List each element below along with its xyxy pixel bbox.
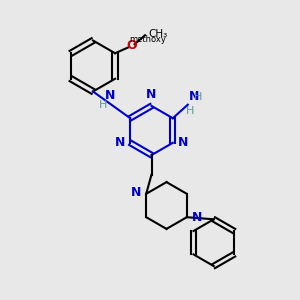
Text: N: N (146, 88, 157, 101)
Text: O: O (126, 39, 137, 52)
Text: H: H (99, 100, 107, 110)
Text: N: N (105, 89, 115, 102)
Text: H: H (194, 92, 202, 102)
Text: H: H (186, 106, 194, 116)
Text: methoxy: methoxy (130, 35, 166, 44)
Text: CH₃: CH₃ (149, 29, 168, 39)
Text: N: N (130, 186, 141, 199)
Text: N: N (178, 136, 189, 149)
Text: N: N (189, 90, 200, 103)
Text: N: N (192, 211, 203, 224)
Text: N: N (114, 136, 125, 149)
